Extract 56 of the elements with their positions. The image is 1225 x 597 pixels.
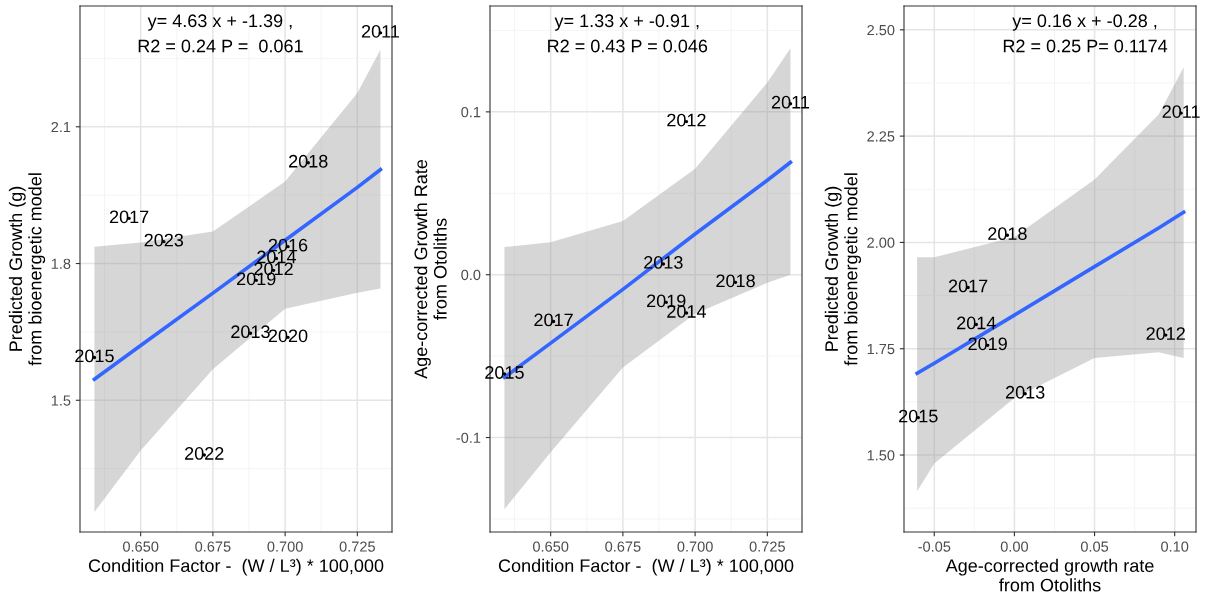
x-axis-title: Condition Factor - (W / L³) * 100,000 [88,558,384,576]
x-tick-label: 0.00 [1000,541,1029,552]
y-tick-label: 2.00 [867,237,895,248]
y-tick-label: -0.1 [456,432,481,443]
annotation: 2014 [957,316,996,330]
x-tick-label: 0.675 [605,541,641,552]
annotation: 2015 [899,409,938,423]
y-tick-label: 0.0 [461,269,481,281]
y-axis-title: Predicted Growth (g) from bioenergetic model [8,173,46,366]
annotation: 2013 [231,325,270,339]
x-tick-label: 0.725 [339,541,375,552]
x-tick-label: -0.05 [918,541,951,552]
y-tick-label: 2.1 [51,121,71,133]
x-tick-label: 0.725 [749,541,785,552]
annotation: y= 0.16 x + -0.28 , [1012,14,1157,31]
x-tick-label: 0.05 [1080,541,1109,552]
x-tick-label: 0.700 [267,541,303,552]
annotation: 2015 [75,349,114,363]
line-series [915,210,1186,376]
annotation: 2018 [988,227,1027,241]
annotation: R2 = 0.24 P = 0.061 [138,39,303,53]
annotation: 2017 [534,313,573,327]
annotation: 2011 [361,24,399,38]
annotation: 2012 [667,113,706,127]
y-tick-label: 1.5 [51,395,71,406]
x-tick-label: 0.700 [677,541,713,552]
annotation: 2022 [185,447,224,460]
annotation: 2018 [289,154,328,168]
annotation: y= 1.33 x + -0.91 , [554,14,699,31]
y-tick-label: 0.1 [461,106,481,118]
y-axis-title: Age-corrected Growth Rate from Otoliths [414,159,447,379]
annotation: 2018 [716,274,755,288]
annotation: 2011 [771,95,809,109]
y-axis-title: Predicted Growth (g) from bioenergetic model [824,173,862,366]
annotation: 2017 [109,210,149,224]
annotation: R2 = 0.43 P = 0.046 [548,39,708,53]
annotation: y= 4.63 x + -1.39 , [147,14,292,31]
y-tick-label: 1.75 [867,343,895,355]
x-tick-label: 0.10 [1161,541,1189,552]
annotation: 2012 [1146,327,1185,340]
y-tick-label: 1.50 [867,450,895,461]
annotation: 2013 [1005,385,1045,399]
annotation: 2020 [268,329,308,343]
annotation: 2017 [948,279,988,293]
x-tick-label: 0.675 [195,541,231,552]
x-tick-label: 0.650 [532,541,569,552]
y-tick-label: 2.50 [867,24,895,36]
annotation: 2011 [1162,105,1200,118]
annotation: 2019 [968,337,1007,351]
annotation: 2023 [144,233,184,247]
y-tick-label: 2.25 [867,131,895,142]
x-axis-title: Condition Factor - (W / L³) * 100,000 [498,558,794,576]
annotation: R2 = 0.25 P= 0.1174 [1003,39,1168,53]
x-tick-label: 0.650 [122,541,159,552]
y-tick-label: 1.8 [51,258,71,269]
x-axis-title: Age-corrected growth rate from Otoliths [945,558,1154,592]
